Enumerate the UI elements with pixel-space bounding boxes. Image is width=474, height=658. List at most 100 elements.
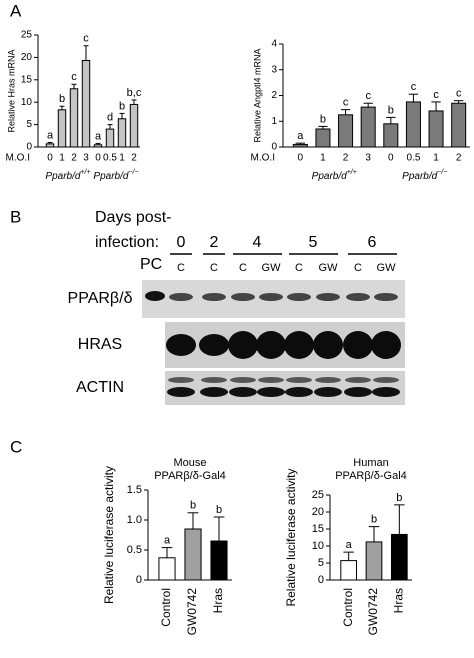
blot-row-label: HRAS [78,336,122,353]
significance-letter: d [107,112,113,124]
blot-band [259,293,283,301]
bar [45,143,55,148]
y-axis-label: Relative luciferase activity [102,466,116,604]
blot-row-label: PPARβ/δ [68,290,133,307]
y-tick-label: 15 [21,74,33,85]
bar [365,541,383,581]
blot-band [372,387,400,397]
blot-band [200,387,228,397]
condition-label: C [354,262,362,274]
y-tick-label: 0 [136,574,142,586]
x-tick-label: 0.5 [406,153,420,164]
significance-letter: b [388,104,394,116]
day-label: 6 [368,234,377,251]
x-tick-label: 2 [71,153,77,164]
significance-letter: b [216,504,222,516]
group-genotype: −/− [128,169,138,176]
blot-band [344,387,372,397]
blot-band [258,377,284,383]
blot-band [346,293,370,301]
y-tick-label: 1.5 [127,484,142,496]
blot-band [286,377,312,383]
x-tick-label: Hras [211,588,225,613]
blot-band [231,293,255,301]
blot-heading: infection: [95,234,159,251]
day-label: 5 [309,234,318,251]
y-tick-label: 2 [271,90,277,101]
x-tick-label: Hras [392,588,406,613]
blot-band [284,331,314,359]
y-tick-label: 5 [26,119,32,130]
group-name: Pparb/d [402,171,437,182]
significance-letter: a [47,129,54,141]
blot-band [314,387,342,397]
blot-membrane [165,371,405,405]
x-tick-label: 0 [47,153,53,164]
significance-letter: c [365,90,371,102]
blot-band [313,331,343,359]
blot-heading: Days post- [95,209,171,226]
blot-band [228,331,258,359]
bar [93,144,103,148]
bar [210,540,228,581]
significance-letter: b [190,500,196,512]
blot-band [169,293,193,301]
significance-letter: b [59,93,65,105]
x-tick-label: GW0742 [366,588,380,636]
bar [315,128,331,148]
blot-band [256,331,286,359]
chart-title: Mouse [173,457,206,469]
significance-letter: a [164,535,171,547]
bar [81,60,91,148]
blot-band [230,377,256,383]
x-tick-label: 0 [95,153,101,164]
x-tick-label: 2 [456,153,462,164]
blot-band [371,331,401,359]
bar [158,557,176,581]
y-tick-label: 25 [21,30,33,41]
y-tick-label: 0 [271,142,277,153]
blot-band [145,291,165,301]
condition-label: C [210,262,218,274]
y-tick-label: 10 [312,540,324,552]
blot-band [229,387,257,397]
bar [340,560,358,581]
group-genotype: +/+ [347,169,357,176]
bar [69,88,79,148]
x-axis-label: M.O.I [251,153,275,164]
y-tick-label: 0 [318,574,324,586]
group-label: Pparb/d−/− [93,169,138,182]
bar [360,106,376,148]
blot-band [168,377,194,383]
bar [390,533,408,581]
significance-letter: b [119,100,125,112]
panel-letter: A [10,1,22,20]
condition-label: GW [319,262,339,274]
significance-letter: c [456,88,462,100]
blot-band [343,331,373,359]
condition-label: GW [262,262,282,274]
x-tick-label: GW0742 [185,588,199,636]
x-tick-label: 1 [119,153,125,164]
day-label: 2 [210,234,219,251]
blot-band [316,293,340,301]
group-genotype: −/− [437,169,447,176]
bar [105,128,115,148]
significance-letter: b [371,514,377,526]
x-tick-label: 0.5 [103,153,117,164]
chart-title: PPARβ/δ-Gal4 [335,470,407,482]
blot-band [374,293,398,301]
bar [451,102,467,148]
blot-band [257,387,285,397]
day-label: 4 [253,234,262,251]
blot-band [285,387,313,397]
bar [292,143,308,148]
y-axis-label: Relative Angptl4 mRNA [252,48,262,142]
x-tick-label: 0 [298,153,304,164]
blot-row-label: ACTIN [76,379,124,396]
x-tick-label: Control [159,588,173,627]
x-tick-label: 1 [59,153,65,164]
significance-letter: c [343,97,349,109]
day-label: 0 [177,234,186,251]
